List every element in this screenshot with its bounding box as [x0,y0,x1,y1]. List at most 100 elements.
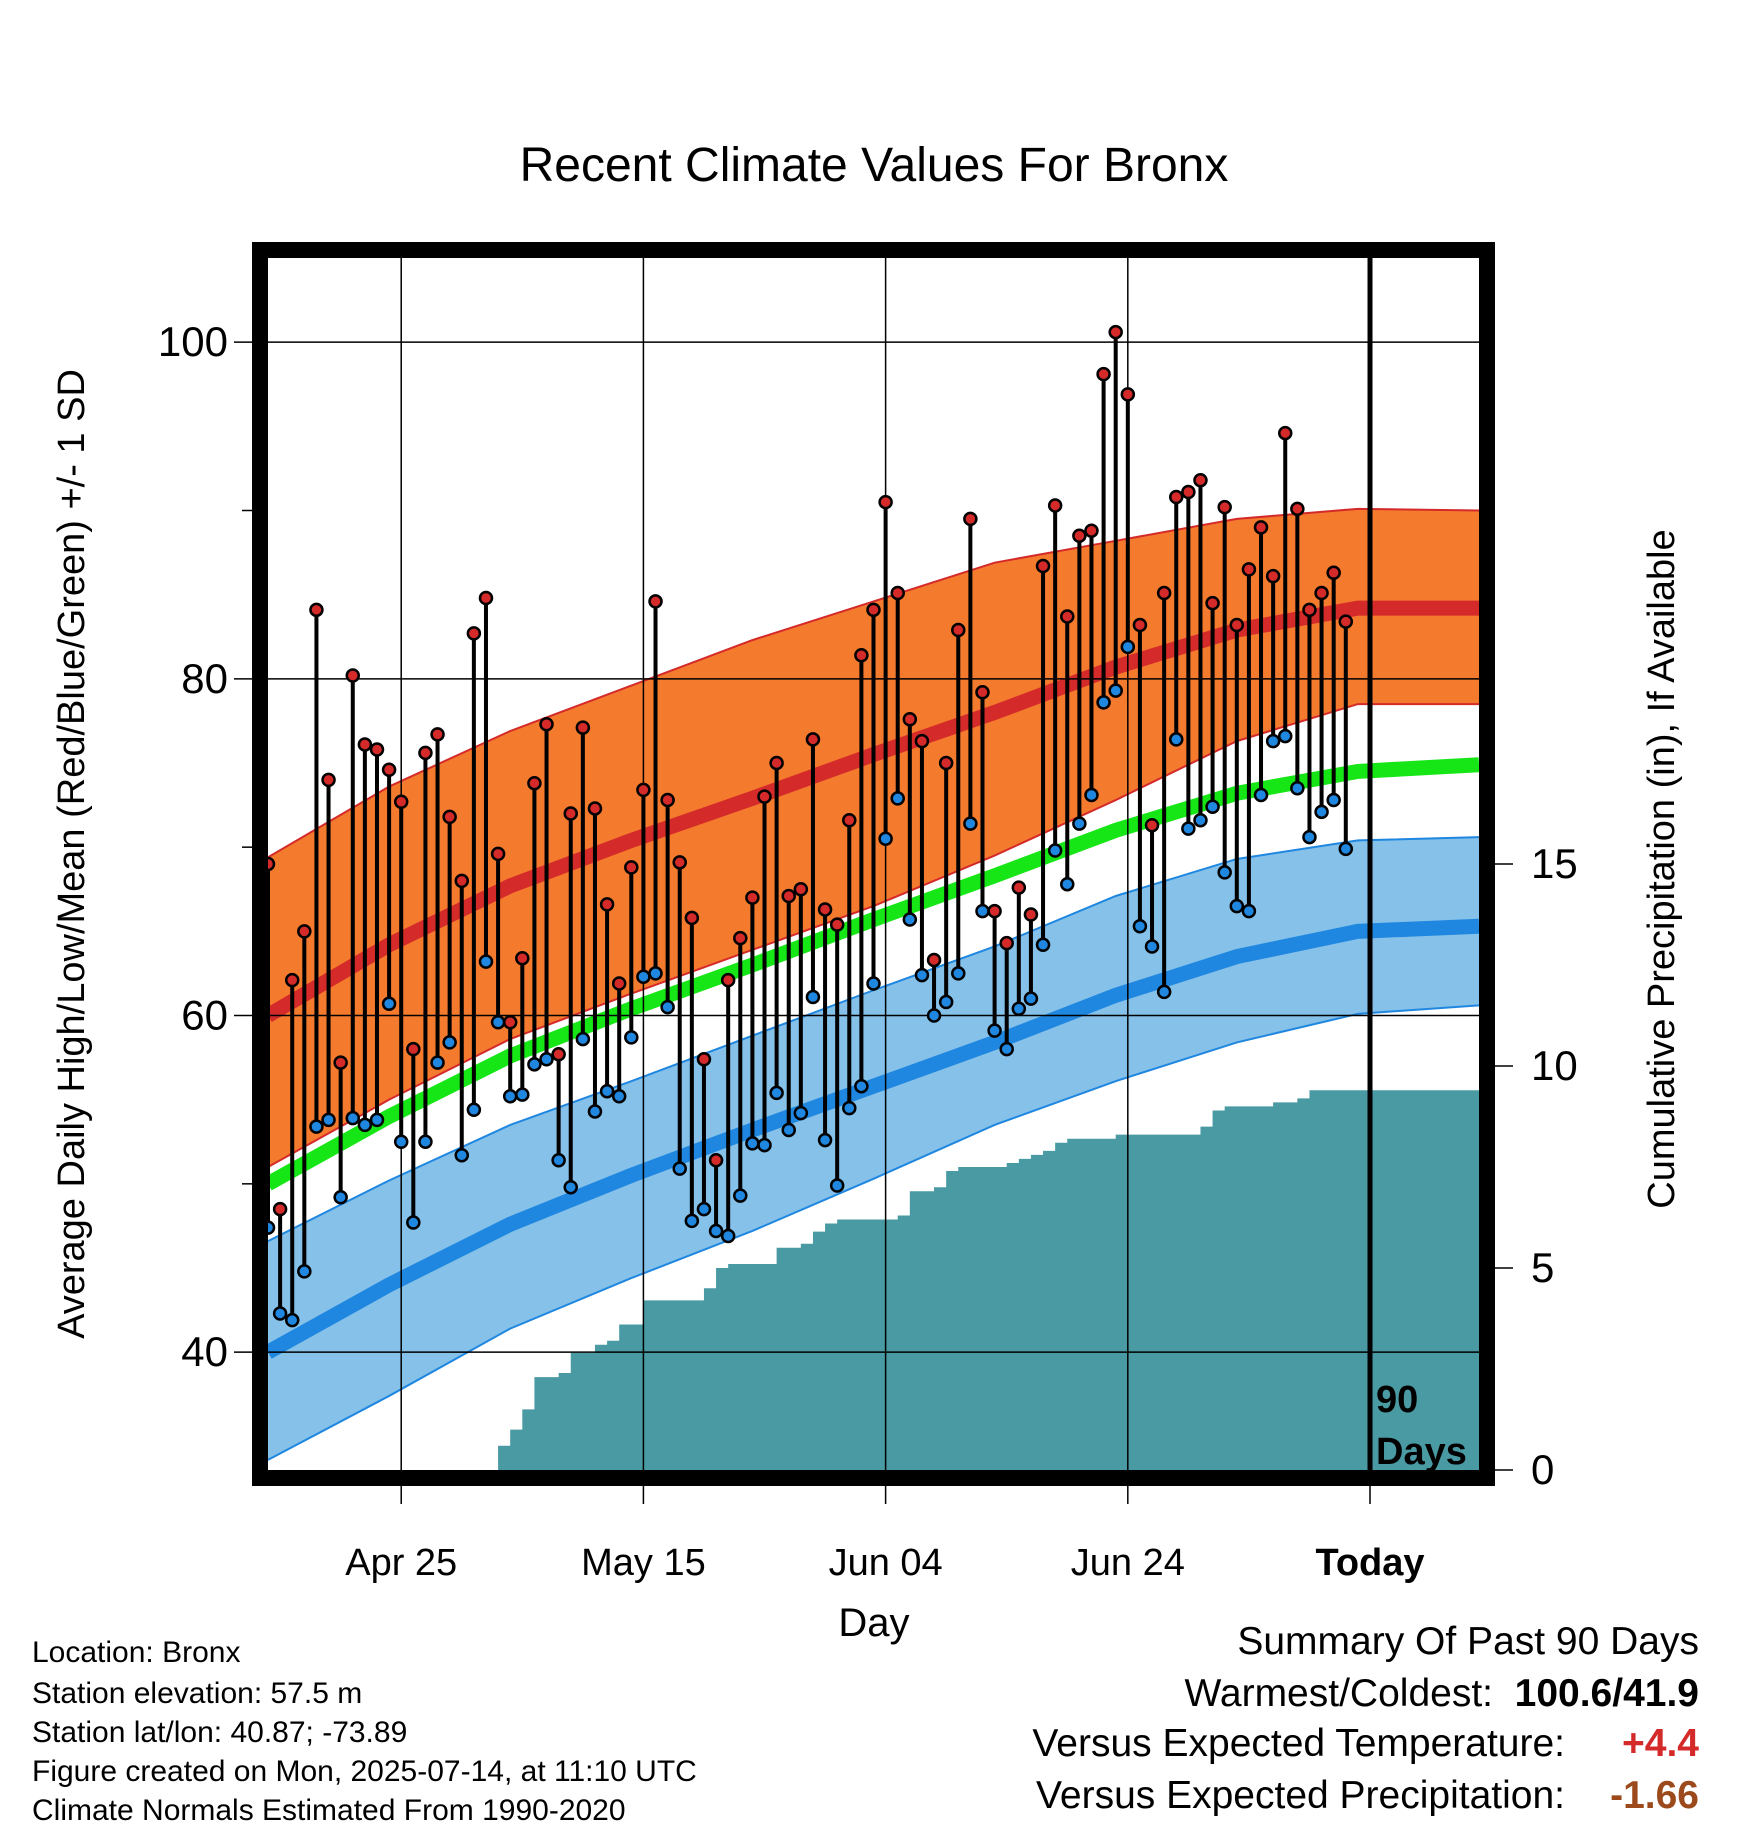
daily-high-point [842,812,857,828]
y-tick-label: 40 [181,1328,228,1375]
daily-low-point [1241,903,1257,919]
precipitation-area [473,1090,1479,1470]
footer-elevation: Station elevation: 57.5 m [32,1677,363,1710]
daily-high-point [563,806,578,821]
daily-high-point [454,873,470,889]
daily-high-point [357,737,373,752]
daily-low-point [1156,984,1172,1000]
daily-low-point [309,1119,324,1134]
daily-high-point [866,602,881,618]
daily-high-point [333,1055,348,1070]
daily-high-point [1108,324,1123,340]
daily-low-point [1023,991,1039,1006]
daily-high-point [1156,585,1172,601]
daily-low-point [333,1190,348,1205]
daily-high-point [890,585,905,601]
daily-high-point [1144,818,1160,833]
daily-high-point [636,782,651,798]
footer-normals: Climate Normals Estimated From 1990-2020 [32,1794,626,1827]
daily-high-point [490,846,506,862]
daily-low-point [1181,821,1196,836]
summary-temp-value: +4.4 [1622,1722,1699,1765]
daily-high-point [1023,907,1039,922]
y-axis-label: Average Daily High/Low/Mean (Red/Blue/Gr… [51,369,93,1339]
daily-high-point [1290,501,1305,517]
footer-location: Location: Bronx [32,1636,241,1669]
daily-high-point [951,622,966,638]
daily-low-point [490,1014,506,1030]
daily-high-point [1011,880,1027,895]
daily-high-point [321,772,336,788]
daily-low-point [951,966,966,981]
daily-high-point [987,903,1002,919]
daily-low-point [1072,816,1087,831]
x-axis-label: Day [838,1601,909,1645]
daily-high-point [660,792,675,808]
daily-low-point [757,1137,772,1153]
daily-high-point [624,860,639,875]
daily-high-point [878,494,893,510]
daily-high-point [1338,614,1354,629]
daily-low-point [987,1023,1002,1038]
daily-high-point [587,801,603,816]
y2-tick-label: 15 [1531,840,1578,887]
low-sd-lower-line [268,1004,1479,1461]
daily-low-point [878,831,893,846]
y-tick-label: 80 [181,655,228,702]
daily-low-point [272,1306,288,1321]
daily-low-point [1193,812,1208,828]
footer-latlon: Station lat/lon: 40.87; -73.89 [32,1716,408,1749]
daily-high-point [1132,617,1148,633]
daily-high-point [442,809,457,825]
y2-tick-label: 0 [1531,1446,1554,1493]
daily-low-point [268,1220,276,1235]
summary-warm-cold-label: Warmest/Coldest: [1184,1672,1493,1715]
daily-low-point [1338,841,1354,857]
daily-high-point [914,733,930,749]
daily-low-point [406,1215,421,1230]
daily-high-point [393,794,409,809]
daily-low-point [418,1134,433,1149]
plot-area: 90 Days 40 60 80 100 0 5 10 15 Apr 25 May 15 Jun 04 J… [158,242,1578,1584]
daily-low-point [1132,919,1148,934]
daily-low-point [672,1161,687,1176]
daily-low-point [1108,683,1123,698]
daily-high-point [733,930,748,946]
daily-low-point [636,969,651,985]
daily-low-point [963,816,978,831]
daily-high-point [430,727,445,742]
daily-high-point [527,775,542,791]
daily-low-point [720,1228,736,1244]
y-tick-label: 100 [158,318,228,365]
daily-low-point [684,1213,700,1229]
daily-high-point [963,511,978,527]
daily-low-point [890,791,905,806]
daily-low-point [466,1102,482,1118]
daily-high-point [1253,520,1269,535]
daily-low-point [1120,639,1136,655]
daily-high-point [369,742,385,757]
x-tick-label: Jun 24 [1071,1542,1185,1584]
daily-low-point [854,1078,869,1094]
daily-high-point [406,1041,421,1057]
daily-low-point [793,1105,809,1121]
daily-low-point [1205,799,1220,815]
daily-low-point [1144,939,1160,954]
daily-low-point [660,999,675,1015]
daily-low-point [284,1312,300,1328]
daily-low-point [624,1030,639,1045]
daily-high-point [720,972,736,988]
daily-low-point [321,1112,336,1128]
daily-low-point [515,1087,530,1102]
daily-low-point [769,1085,784,1101]
daily-high-point [1217,499,1232,515]
daily-high-point [466,626,482,641]
daily-low-point [1302,829,1317,845]
daily-low-point [1314,804,1329,820]
daily-low-point [357,1117,373,1133]
daily-low-point [527,1057,542,1072]
plot-inner: 90 Days [268,258,1479,1470]
low-sd-band [268,837,1479,1460]
daily-low-point [708,1223,724,1239]
